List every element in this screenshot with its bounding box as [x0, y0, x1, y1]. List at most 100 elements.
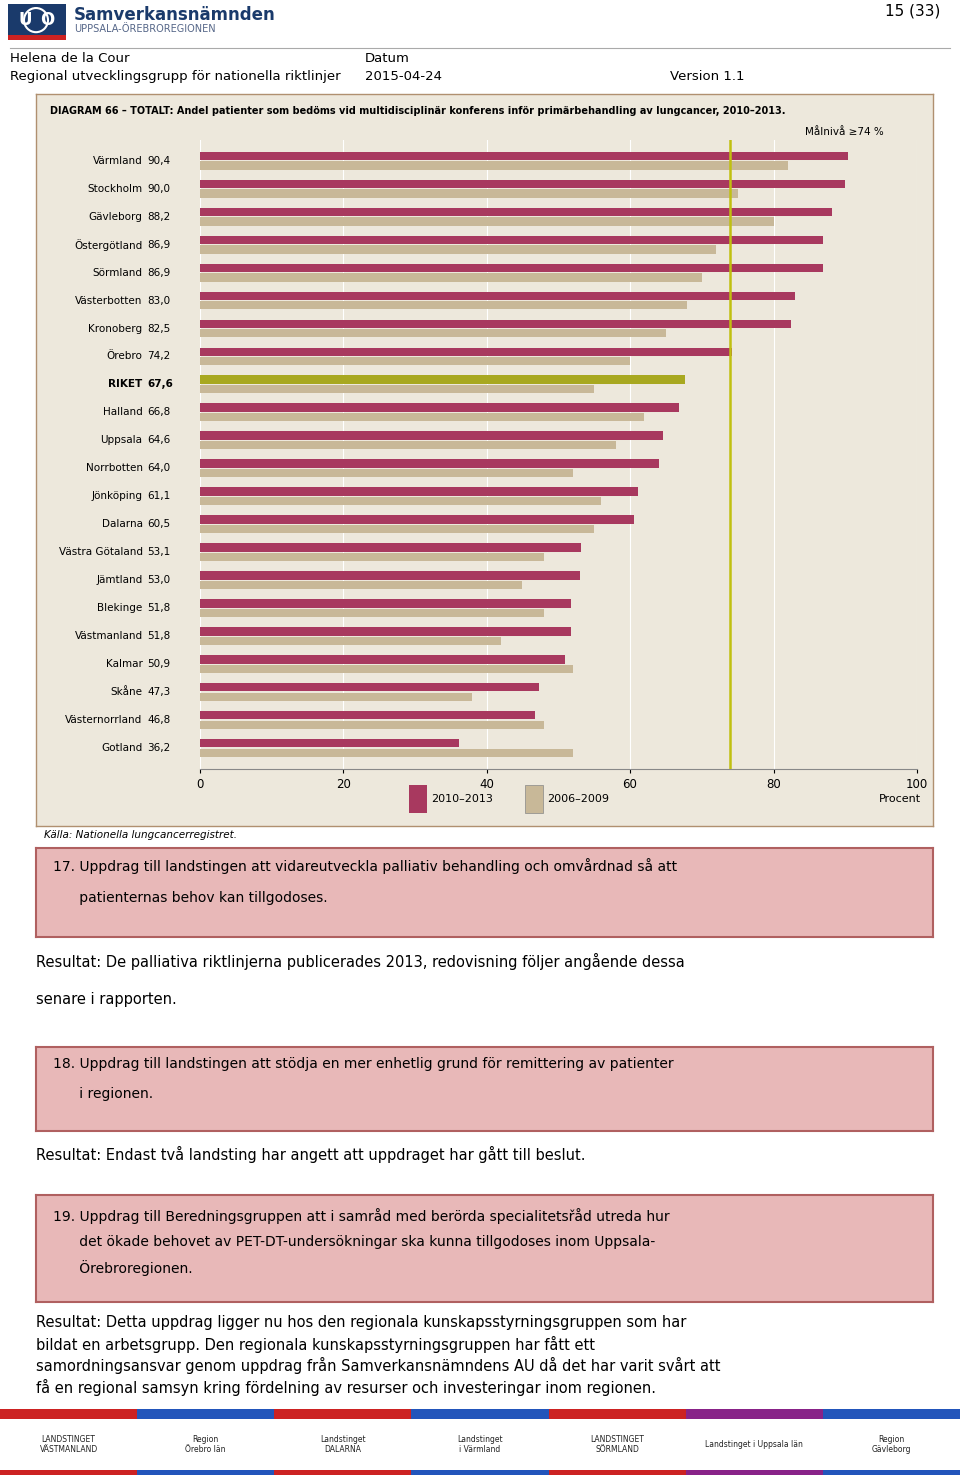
Text: RIKET: RIKET [108, 379, 142, 389]
Bar [200, 683, 539, 692]
Text: 15 (33): 15 (33) [884, 3, 940, 18]
Bar [200, 543, 581, 552]
Bar [200, 693, 472, 701]
Bar [200, 459, 659, 468]
Bar [200, 665, 573, 673]
Text: Samverkansnämnden: Samverkansnämnden [74, 6, 276, 24]
Text: 66,8: 66,8 [148, 407, 171, 417]
Text: Västra Götaland: Västra Götaland [59, 547, 142, 558]
Bar [200, 404, 679, 412]
Text: Dalarna: Dalarna [102, 519, 142, 530]
Text: Västmanland: Västmanland [75, 631, 142, 642]
Bar [200, 301, 687, 310]
Text: Värmland: Värmland [93, 156, 142, 165]
Text: 36,2: 36,2 [148, 743, 171, 752]
Text: 2010–2013: 2010–2013 [431, 795, 492, 804]
Text: Västernorrland: Västernorrland [65, 715, 142, 726]
Bar [412, 1409, 548, 1419]
Text: 82,5: 82,5 [148, 323, 171, 333]
Text: Jämtland: Jämtland [96, 575, 142, 586]
Bar [200, 637, 501, 645]
Text: 90,0: 90,0 [148, 184, 171, 193]
Bar [200, 273, 702, 282]
Bar [200, 152, 848, 161]
Text: 2015-04-24: 2015-04-24 [365, 71, 442, 84]
Text: Kalmar: Kalmar [106, 659, 142, 670]
Bar [200, 208, 832, 217]
Text: Källa: Nationella lungcancerregistret.: Källa: Nationella lungcancerregistret. [43, 830, 237, 841]
Bar [137, 1409, 275, 1419]
Text: Uppsala: Uppsala [101, 435, 142, 445]
Bar [200, 515, 634, 524]
Bar [200, 599, 571, 608]
Text: 61,1: 61,1 [148, 491, 171, 502]
Bar [685, 1409, 823, 1419]
Text: LANDSTINGET
SÖRMLAND: LANDSTINGET SÖRMLAND [590, 1435, 644, 1454]
Bar [200, 469, 573, 478]
Bar [8, 4, 66, 40]
Text: UPPSALA-ÖREBROREGIONEN: UPPSALA-ÖREBROREGIONEN [74, 24, 216, 34]
Text: Gotland: Gotland [102, 743, 142, 752]
Bar [200, 413, 644, 422]
Bar [200, 571, 580, 580]
Text: samordningsansvar genom uppdrag från Samverkansnämndens AU då det har varit svår: samordningsansvar genom uppdrag från Sam… [36, 1357, 721, 1375]
Text: DIAGRAM 66 – TOTALT: Andel patienter som bedöms vid multidisciplinär konferens i: DIAGRAM 66 – TOTALT: Andel patienter som… [50, 106, 785, 117]
Text: Stockholm: Stockholm [87, 184, 142, 193]
Text: bildat en arbetsgrupp. Den regionala kunskapsstyrningsgruppen har fått ett: bildat en arbetsgrupp. Den regionala kun… [36, 1336, 595, 1353]
Text: 2006–2009: 2006–2009 [547, 795, 610, 804]
Bar [200, 189, 737, 198]
Bar [200, 711, 536, 720]
Bar [200, 245, 716, 254]
Bar [275, 1409, 412, 1419]
Text: Sörmland: Sörmland [92, 267, 142, 277]
Bar [200, 236, 823, 243]
Text: Resultat: Detta uppdrag ligger nu hos den regionala kunskapsstyrningsgruppen som: Resultat: Detta uppdrag ligger nu hos de… [36, 1314, 686, 1330]
Text: Örebroregionen.: Örebroregionen. [53, 1260, 192, 1276]
Text: Resultat: De palliativa riktlinjerna publicerades 2013, redovisning följer angåe: Resultat: De palliativa riktlinjerna pub… [36, 953, 685, 969]
Text: 53,1: 53,1 [148, 547, 171, 558]
Bar [200, 739, 459, 748]
Text: 51,8: 51,8 [148, 631, 171, 642]
Text: få en regional samsyn kring fördelning av resurser och investeringar inom region: få en regional samsyn kring fördelning a… [36, 1379, 657, 1395]
Text: 86,9: 86,9 [148, 267, 171, 277]
Bar [200, 497, 601, 506]
Bar [200, 161, 788, 170]
Text: Örebro: Örebro [107, 351, 142, 361]
Bar [200, 357, 630, 366]
Text: Regional utvecklingsgrupp för nationella riktlinjer: Regional utvecklingsgrupp för nationella… [10, 71, 341, 84]
Bar [200, 627, 571, 636]
Bar [200, 581, 522, 589]
Text: Gävleborg: Gävleborg [88, 211, 142, 221]
Bar [0, 1471, 137, 1475]
Bar [200, 180, 845, 189]
Text: 83,0: 83,0 [148, 295, 171, 305]
Text: Blekinge: Blekinge [97, 603, 142, 614]
Bar [200, 441, 615, 450]
Bar [200, 292, 795, 299]
Text: Region
Örebro län: Region Örebro län [185, 1435, 226, 1454]
Text: 60,5: 60,5 [148, 519, 171, 530]
Text: Målnivå ≥74 %: Målnivå ≥74 % [805, 127, 884, 137]
Bar [200, 376, 684, 384]
Text: 46,8: 46,8 [148, 715, 171, 726]
Bar [137, 1471, 275, 1475]
Bar [685, 1471, 823, 1475]
Bar [200, 264, 823, 271]
Text: 47,3: 47,3 [148, 687, 171, 698]
Bar [200, 329, 666, 338]
Text: 17. Uppdrag till landstingen att vidareutveckla palliativ behandling och omvårdn: 17. Uppdrag till landstingen att vidareu… [53, 858, 677, 873]
Text: Östergötland: Östergötland [74, 239, 142, 251]
Bar [8, 35, 66, 40]
Text: Version 1.1: Version 1.1 [670, 71, 745, 84]
Text: 86,9: 86,9 [148, 239, 171, 249]
Bar [200, 525, 594, 532]
Bar [200, 748, 573, 757]
Text: det ökade behovet av PET-DT-undersökningar ska kunna tillgodoses inom Uppsala-: det ökade behovet av PET-DT-undersökning… [53, 1235, 655, 1249]
Bar [548, 1409, 685, 1419]
Text: Jönköping: Jönköping [91, 491, 142, 502]
Text: Västerbotten: Västerbotten [75, 295, 142, 305]
Text: O: O [40, 12, 54, 30]
Text: 90,4: 90,4 [148, 156, 171, 165]
Text: 67,6: 67,6 [148, 379, 174, 389]
Bar [200, 553, 544, 560]
